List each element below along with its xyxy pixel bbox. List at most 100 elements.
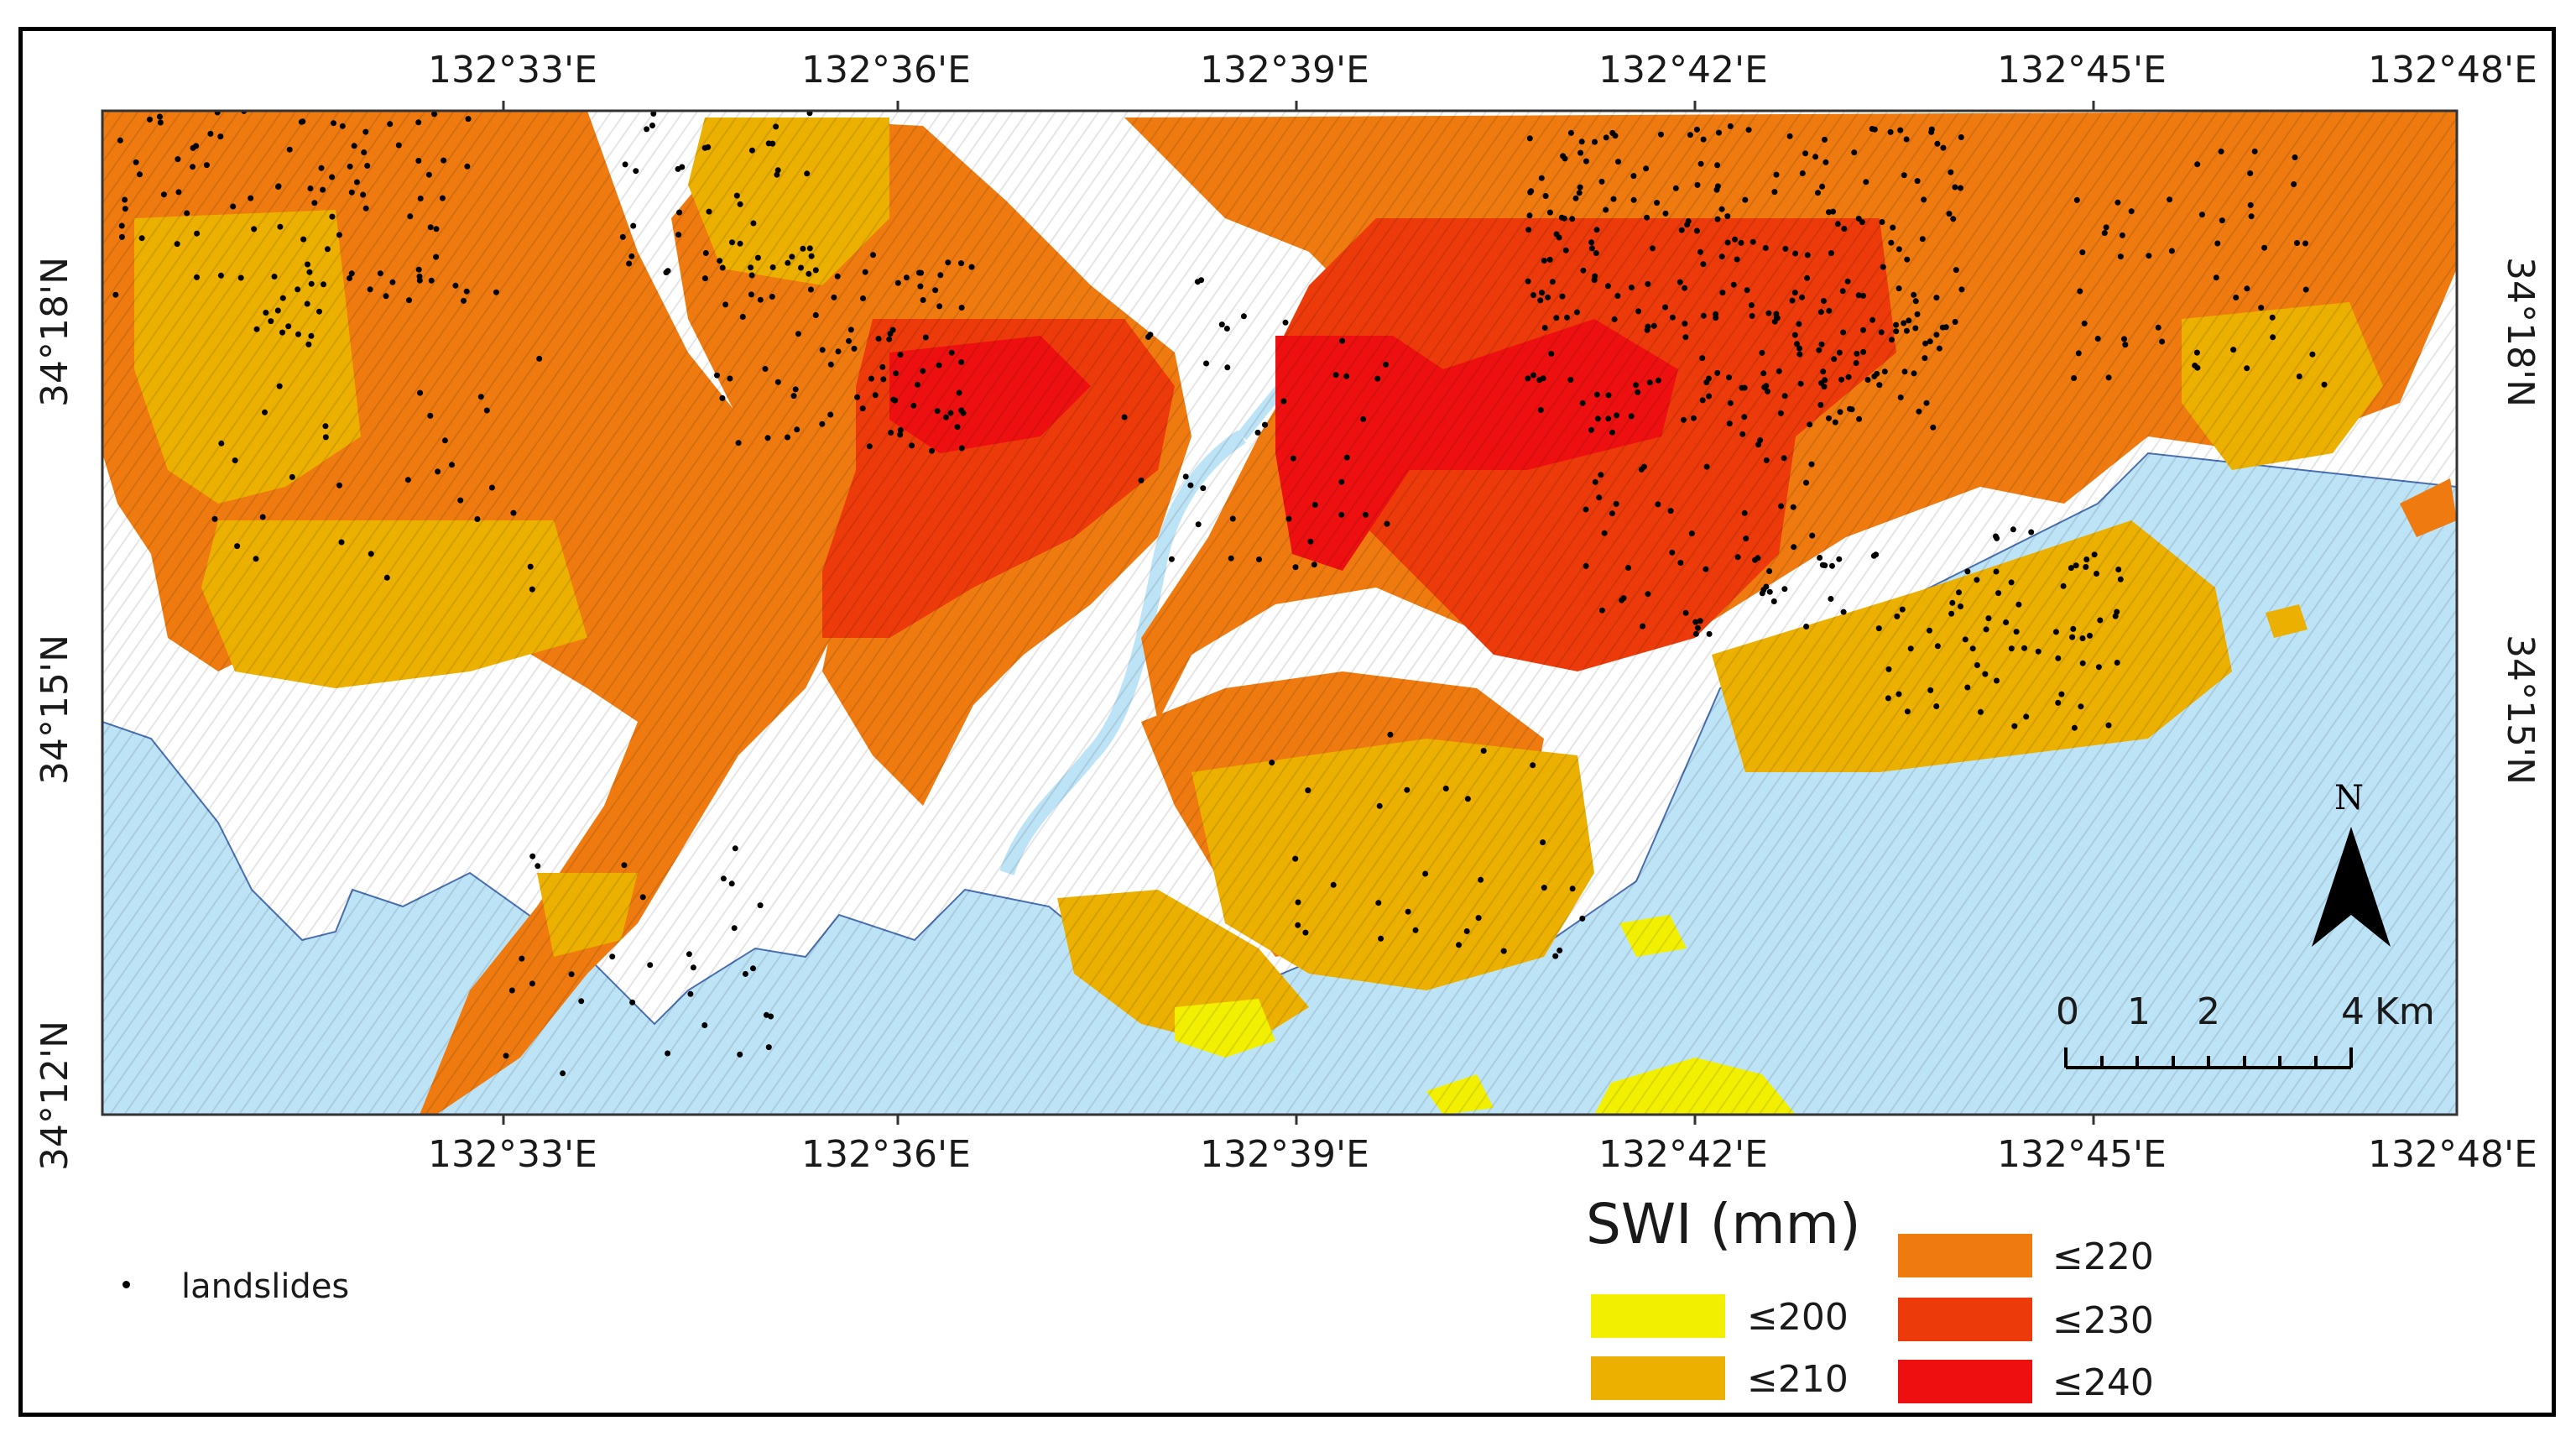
landslide-point: [690, 964, 696, 971]
landslide-point: [628, 253, 635, 259]
landslide-point: [271, 274, 278, 279]
landslide-point: [879, 363, 886, 370]
lon-label-top: 132°42'E: [1598, 49, 1768, 91]
lon-label-bottom: 132°33'E: [428, 1133, 597, 1176]
landslide-point: [1796, 345, 1802, 352]
landslide-point: [1596, 494, 1603, 501]
landslide-point: [2060, 582, 2067, 589]
landslide-point: [1927, 687, 1934, 693]
landslide-point: [1713, 311, 1719, 317]
landslide-point: [1914, 178, 1921, 185]
landslide-point: [773, 123, 780, 130]
landslide-point: [510, 509, 517, 516]
landslide-point: [1655, 501, 1661, 508]
landslide-point: [1895, 691, 1902, 697]
landslide-point: [1546, 256, 1553, 263]
landslide-point: [851, 345, 858, 352]
landslide-point: [1650, 322, 1657, 329]
landslide-point: [1838, 376, 1844, 383]
landslide-point: [1541, 325, 1548, 331]
landslide-point: [1383, 361, 1390, 368]
landslide-point: [527, 563, 534, 570]
landslide-point: [435, 468, 441, 475]
landslide-point: [675, 232, 682, 238]
landslide-point: [958, 407, 965, 414]
landslide-point: [1138, 477, 1145, 483]
landslide-point: [1569, 885, 1576, 892]
landslide-point: [1869, 316, 1876, 323]
landslide-point: [663, 269, 670, 276]
landslide-point: [2251, 148, 2258, 154]
landslide-point: [1611, 316, 1618, 322]
landslide-point: [1804, 274, 1811, 281]
landslide-point: [2194, 161, 2201, 168]
landslide-point: [295, 331, 301, 337]
landslide-point: [1893, 321, 1900, 328]
landslide-point: [1292, 564, 1299, 571]
landslide-point: [362, 205, 369, 212]
landslide-point: [2091, 551, 2098, 558]
landslide-point: [477, 394, 484, 400]
landslide-point: [1985, 615, 1992, 622]
landslide-point: [279, 329, 285, 336]
landslide-point: [2155, 324, 2161, 331]
landslide-point: [1881, 368, 1888, 375]
landslide-point: [1907, 645, 1914, 652]
figure-frame: [18, 27, 2556, 1417]
landslide-point: [870, 252, 876, 259]
landslide-point: [439, 195, 446, 201]
landslide-point: [1983, 626, 1989, 633]
landslide-point: [560, 1070, 566, 1077]
landslide-point: [194, 274, 200, 280]
landslide-point: [415, 158, 422, 164]
landslide-point: [1876, 382, 1883, 389]
landslide-point: [295, 286, 301, 293]
landslide-point: [1645, 280, 1651, 287]
landslide-point: [1818, 379, 1825, 386]
landslide-point: [2115, 199, 2121, 206]
landslide-point: [1643, 165, 1650, 172]
landslide-point: [1541, 258, 1547, 264]
landslide-point: [1548, 351, 1555, 357]
landslide-point: [1791, 544, 1797, 551]
landslide-point: [217, 133, 224, 140]
landslide-point: [1343, 373, 1350, 379]
landslide-point: [353, 179, 360, 185]
landslide-point: [1834, 221, 1841, 227]
landslide-point: [757, 296, 764, 303]
landslide-point: [1614, 412, 1619, 419]
lon-label-bottom: 132°39'E: [1200, 1133, 1369, 1176]
landslide-point: [2258, 305, 2265, 311]
landslide-point: [529, 980, 535, 987]
landslide-point: [1777, 410, 1784, 416]
landslide-point: [1713, 186, 1720, 193]
landslide-point: [274, 307, 281, 314]
landslide-point: [1903, 136, 1910, 143]
landslide-point: [1936, 345, 1942, 352]
lat-label-left: 34°15'N: [34, 635, 76, 785]
landslide-point: [717, 258, 723, 264]
landslide-point: [769, 294, 775, 300]
landslide-point: [1218, 321, 1225, 328]
landslide-point: [508, 987, 515, 994]
landslide-point: [1950, 216, 1957, 222]
landslide-point: [768, 1013, 774, 1020]
landslide-point: [2269, 314, 2276, 321]
landslide-point: [320, 186, 326, 193]
landslide-point: [1830, 208, 1836, 215]
landslide-point: [1946, 211, 1953, 217]
landslide-point: [1187, 482, 1194, 488]
landslide-point: [1919, 236, 1926, 243]
landslide-point: [1553, 315, 1560, 321]
landslide-point: [789, 253, 795, 260]
landslide-point: [306, 269, 313, 275]
landslide-point: [2261, 244, 2268, 251]
landslide-point: [812, 267, 819, 274]
landslide-point: [276, 383, 283, 389]
landslide-point: [1763, 583, 1770, 590]
landslide-point: [138, 235, 145, 242]
landslide-point: [568, 971, 575, 978]
landslide-point: [336, 482, 342, 488]
landslide-point: [1645, 591, 1651, 598]
landslide-point: [1662, 210, 1669, 217]
